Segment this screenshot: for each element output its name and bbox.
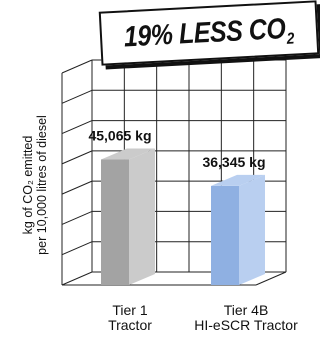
left-wall-diagonal: [61, 59, 93, 74]
left-wall-diagonal: [61, 241, 93, 256]
y-axis-label-line-2: per 10,000 litres of diesel: [35, 115, 49, 255]
left-wall-diagonal: [61, 120, 93, 135]
y-axis-label-line-1: kg of CO₂ emitted: [21, 135, 35, 235]
banner-subscript: 2: [286, 30, 295, 48]
x-category-tier1-line-2: Tractor: [108, 317, 152, 333]
bar-front: [211, 185, 239, 285]
left-wall-diagonal: [61, 150, 93, 165]
left-wall-diagonal: [61, 210, 93, 225]
left-wall-diagonal: [61, 89, 93, 104]
x-category-tier4b-line-2: HI-eSCR Tractor: [194, 317, 298, 333]
bar-side: [129, 148, 155, 285]
bar-value-label: 45,065 kg: [88, 128, 151, 144]
left-wall-diagonal: [61, 180, 93, 195]
bar-top: [101, 148, 155, 160]
x-category-tier1-line-1: Tier 1: [112, 302, 148, 318]
banner-main-text: 19% LESS CO: [123, 12, 287, 53]
left-wall-diagonal: [61, 271, 93, 286]
x-category-tier4b-line-1: Tier 4B: [223, 302, 269, 318]
bar-top: [211, 174, 265, 186]
bar-value-label: 36,345 kg: [202, 154, 265, 170]
reduction-banner: 19% LESS CO2: [98, 0, 320, 66]
x-category-label-tier4b: Tier 4B HI-eSCR Tractor: [176, 303, 316, 333]
bar-side: [239, 174, 265, 285]
banner-text: 19% LESS CO2: [123, 12, 294, 54]
floor-right-edge: [255, 271, 287, 286]
x-category-label-tier1: Tier 1 Tractor: [90, 303, 170, 333]
bar-front: [101, 159, 129, 285]
